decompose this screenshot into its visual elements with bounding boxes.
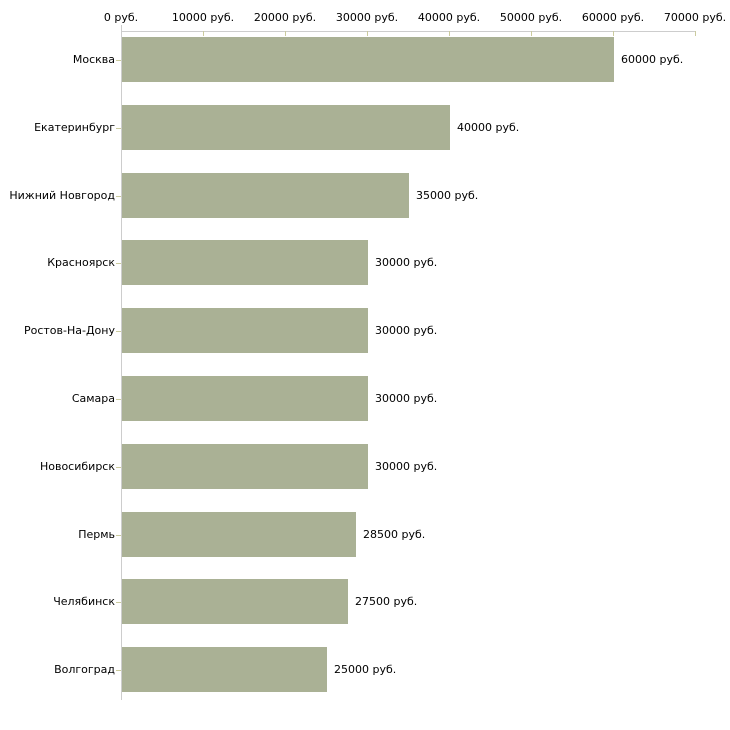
value-label: 28500 руб.	[363, 528, 426, 541]
category-label: Самара	[71, 392, 115, 405]
category-tick-mark	[116, 467, 121, 468]
category-tick-mark	[116, 670, 121, 671]
bar	[122, 647, 327, 692]
bar	[122, 37, 614, 82]
value-label: 30000 руб.	[375, 256, 438, 269]
category-tick-mark	[116, 399, 121, 400]
category-label: Челябинск	[53, 595, 115, 608]
bar	[122, 105, 450, 150]
x-tick-label: 50000 руб.	[499, 11, 563, 24]
bar	[122, 376, 368, 421]
x-tick-mark	[203, 31, 204, 36]
value-label: 25000 руб.	[334, 663, 397, 676]
category-label: Новосибирск	[39, 460, 115, 473]
x-tick-label: 60000 руб.	[581, 11, 645, 24]
category-tick-mark	[116, 535, 121, 536]
x-tick-mark	[695, 31, 696, 36]
value-label: 27500 руб.	[355, 595, 418, 608]
category-tick-mark	[116, 263, 121, 264]
category-tick-mark	[116, 196, 121, 197]
category-tick-mark	[116, 60, 121, 61]
x-axis-line	[121, 31, 696, 32]
x-tick-label: 0 руб.	[103, 11, 139, 24]
category-label: Пермь	[78, 528, 115, 541]
category-label: Екатеринбург	[34, 121, 115, 134]
bar	[122, 512, 356, 557]
category-label: Красноярск	[47, 256, 115, 269]
category-label: Москва	[72, 53, 115, 66]
value-label: 30000 руб.	[375, 324, 438, 337]
bar	[122, 579, 348, 624]
x-tick-label: 10000 руб.	[171, 11, 235, 24]
bar	[122, 240, 368, 285]
category-label: Ростов-На-Дону	[23, 324, 115, 337]
x-tick-mark	[531, 31, 532, 36]
value-label: 60000 руб.	[621, 53, 684, 66]
bar	[122, 444, 368, 489]
bar	[122, 308, 368, 353]
bar	[122, 173, 409, 218]
category-label: Нижний Новгород	[9, 189, 115, 202]
value-label: 40000 руб.	[457, 121, 520, 134]
category-label: Волгоград	[54, 663, 115, 676]
category-tick-mark	[116, 602, 121, 603]
x-tick-mark	[367, 31, 368, 36]
x-tick-mark	[285, 31, 286, 36]
x-tick-mark	[613, 31, 614, 36]
value-label: 30000 руб.	[375, 460, 438, 473]
x-tick-label: 70000 руб.	[663, 11, 727, 24]
y-axis-line	[121, 25, 122, 700]
x-tick-label: 40000 руб.	[417, 11, 481, 24]
category-tick-mark	[116, 331, 121, 332]
value-label: 35000 руб.	[416, 189, 479, 202]
x-tick-label: 30000 руб.	[335, 11, 399, 24]
x-tick-mark	[449, 31, 450, 36]
value-label: 30000 руб.	[375, 392, 438, 405]
x-tick-label: 20000 руб.	[253, 11, 317, 24]
category-tick-mark	[116, 128, 121, 129]
